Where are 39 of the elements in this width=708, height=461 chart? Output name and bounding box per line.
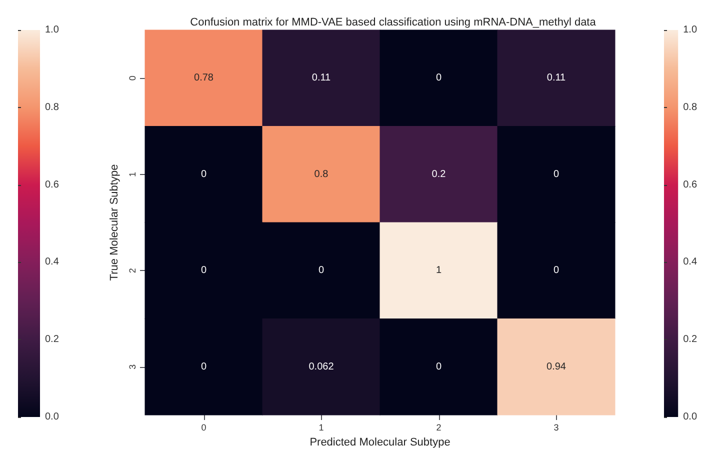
text: 1.0: [45, 24, 59, 36]
color-bar-label: 1.0: [683, 24, 698, 36]
x-tick-label: 2: [436, 422, 442, 432]
text: 0.0: [45, 412, 59, 422]
color-bar-label: 0.2: [683, 334, 698, 346]
data-label: 1: [436, 265, 442, 276]
data-label: 0.8: [314, 168, 329, 180]
data-label: 0: [436, 72, 442, 84]
data-label: 0: [318, 265, 324, 276]
color-bar-label: 0.4: [683, 256, 698, 268]
x-tick-label: 3: [554, 422, 559, 432]
data-label: 0: [553, 168, 560, 180]
data-label: 0.2: [432, 168, 446, 180]
text: 0.8: [45, 102, 59, 113]
text: 0.6: [45, 179, 59, 190]
text: 0.2: [45, 334, 59, 346]
y-tick-label: 0: [128, 76, 138, 81]
color-bar-label: 0.8: [683, 102, 698, 113]
y-tick-label: 2: [128, 268, 138, 274]
data-label: 0.11: [312, 72, 332, 84]
data-label: 0: [436, 361, 442, 372]
data-label: 0.78: [194, 72, 214, 84]
x-tick-label: 0: [201, 422, 206, 432]
x-tick-label: 1: [318, 422, 324, 432]
data-label: 0.11: [546, 72, 566, 84]
color-bar-label: 0.6: [683, 179, 698, 190]
data-label: 0: [553, 265, 560, 276]
x-axis-title: Predicted Molecular Subtype: [310, 436, 450, 448]
data-label: 0.062: [308, 361, 334, 372]
y-axis-title: True Molecular Subtype: [108, 164, 121, 281]
y-tick-label: 1: [128, 172, 138, 177]
chart-title: Confusion matrix for MMD-VAE based classification using mRNA-DNA_methyl data: [190, 16, 597, 28]
text: 0.4: [45, 256, 59, 268]
data-label: 0: [200, 168, 207, 180]
color-bar-label: 0.0: [683, 412, 698, 422]
data-label: 0: [200, 361, 207, 372]
y-tick-label: 3: [128, 364, 138, 370]
data-label: 0: [200, 265, 207, 276]
data-label: 0.94: [546, 361, 566, 372]
